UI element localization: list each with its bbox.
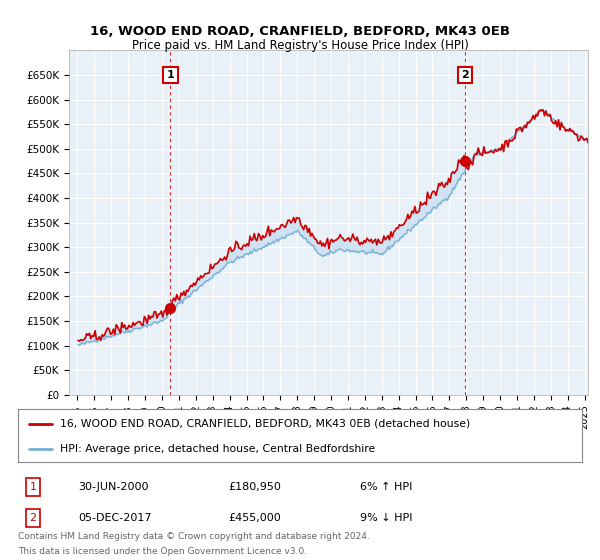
Text: £455,000: £455,000 [228, 513, 281, 523]
Text: HPI: Average price, detached house, Central Bedfordshire: HPI: Average price, detached house, Cent… [60, 444, 376, 454]
Text: Price paid vs. HM Land Registry's House Price Index (HPI): Price paid vs. HM Land Registry's House … [131, 39, 469, 52]
Text: Contains HM Land Registry data © Crown copyright and database right 2024.: Contains HM Land Registry data © Crown c… [18, 532, 370, 541]
Text: 1: 1 [167, 70, 175, 80]
Text: 05-DEC-2017: 05-DEC-2017 [78, 513, 151, 523]
Text: 2: 2 [29, 513, 37, 523]
Text: 9% ↓ HPI: 9% ↓ HPI [360, 513, 413, 523]
Text: This data is licensed under the Open Government Licence v3.0.: This data is licensed under the Open Gov… [18, 547, 307, 556]
Text: 6% ↑ HPI: 6% ↑ HPI [360, 482, 412, 492]
Text: 16, WOOD END ROAD, CRANFIELD, BEDFORD, MK43 0EB: 16, WOOD END ROAD, CRANFIELD, BEDFORD, M… [90, 25, 510, 38]
Text: 1: 1 [29, 482, 37, 492]
Text: £180,950: £180,950 [228, 482, 281, 492]
Text: 2: 2 [461, 70, 469, 80]
Text: 16, WOOD END ROAD, CRANFIELD, BEDFORD, MK43 0EB (detached house): 16, WOOD END ROAD, CRANFIELD, BEDFORD, M… [60, 419, 470, 429]
Text: 30-JUN-2000: 30-JUN-2000 [78, 482, 149, 492]
